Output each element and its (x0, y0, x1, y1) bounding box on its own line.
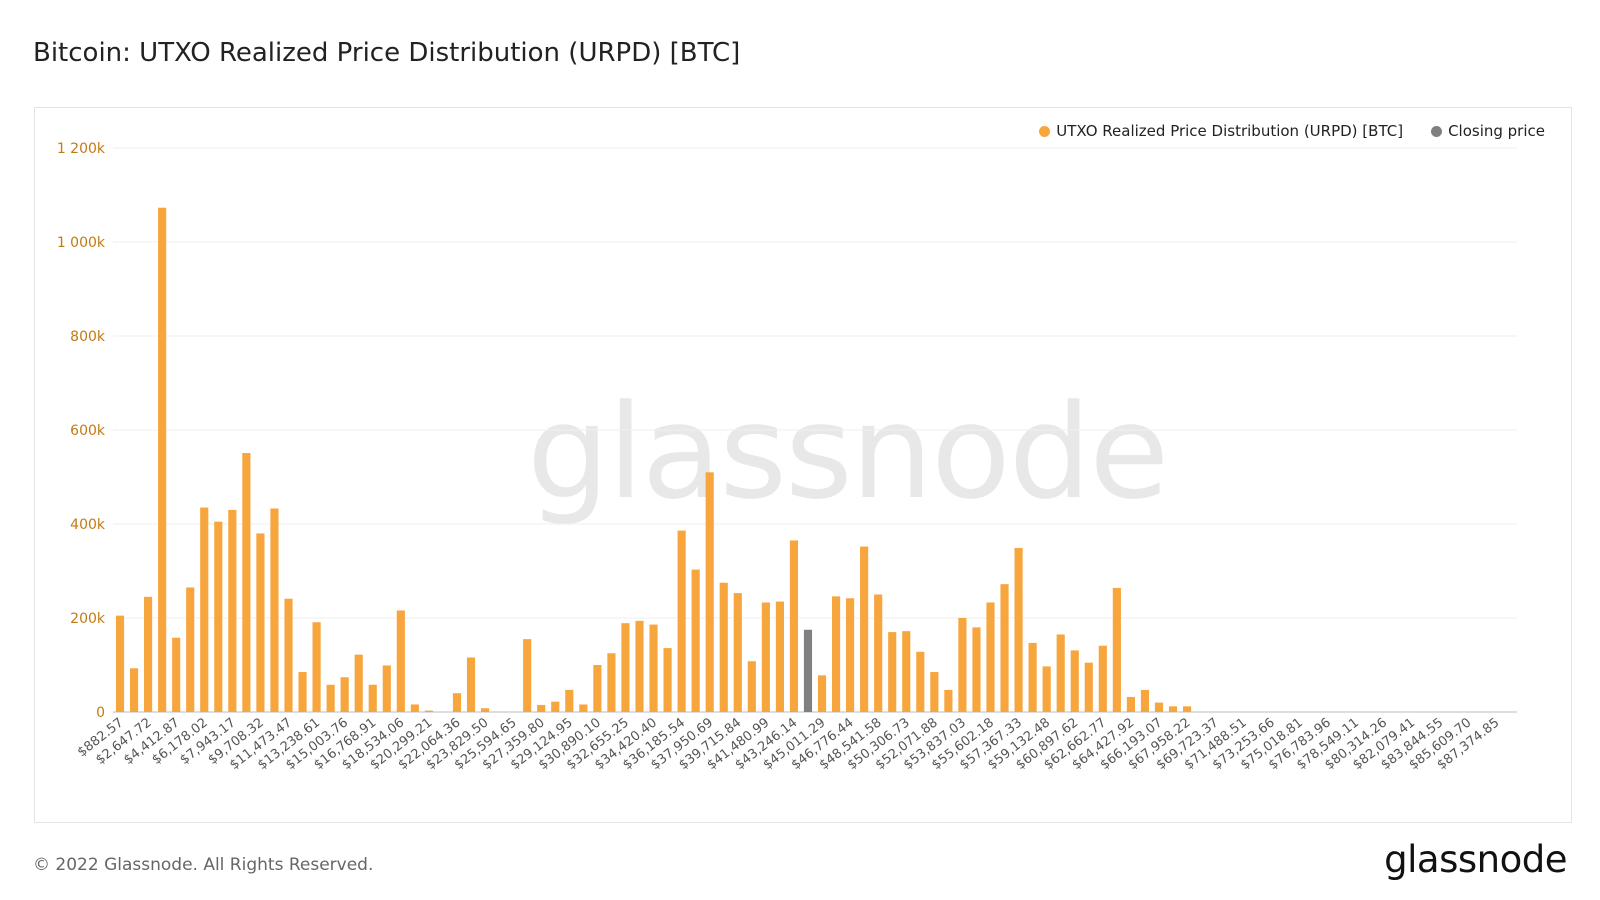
y-tick-label: 1 000k (57, 235, 106, 251)
urpd-bar[interactable] (831, 596, 841, 712)
y-tick-label: 800k (70, 329, 106, 345)
urpd-bar[interactable] (1070, 650, 1079, 712)
urpd-bar[interactable] (705, 472, 714, 712)
watermark: glassnode (527, 376, 1169, 528)
urpd-bar[interactable] (649, 624, 658, 712)
urpd-bar[interactable] (326, 684, 335, 712)
urpd-bar[interactable] (972, 627, 981, 712)
chart-title: Bitcoin: UTXO Realized Price Distributio… (33, 38, 741, 68)
y-tick-label: 400k (70, 517, 106, 533)
urpd-bar[interactable] (1042, 666, 1051, 712)
urpd-bar[interactable] (144, 596, 153, 712)
urpd-bar[interactable] (888, 632, 897, 712)
urpd-bar[interactable] (1112, 587, 1121, 712)
urpd-bar[interactable] (523, 639, 532, 712)
copyright: © 2022 Glassnode. All Rights Reserved. (33, 855, 374, 875)
urpd-bar[interactable] (775, 601, 784, 712)
urpd-bar[interactable] (902, 631, 911, 712)
legend: UTXO Realized Price Distribution (URPD) … (1039, 122, 1545, 140)
urpd-bar[interactable] (635, 620, 644, 712)
urpd-bar[interactable] (256, 533, 265, 712)
legend-label-closing: Closing price (1448, 122, 1545, 140)
urpd-bar[interactable] (986, 602, 995, 712)
urpd-bar[interactable] (1084, 662, 1093, 712)
y-tick-label: 200k (70, 611, 106, 627)
urpd-bar[interactable] (115, 615, 125, 712)
y-tick-label: 600k (70, 423, 106, 439)
chart-container: glassnode 0 200k 400k 600k 800k 1 000k 1 200k $… (34, 107, 1572, 823)
urpd-bar[interactable] (958, 618, 967, 712)
urpd-bar[interactable] (1168, 706, 1178, 712)
urpd-bar[interactable] (340, 677, 349, 712)
urpd-bar[interactable] (1000, 584, 1009, 712)
urpd-bar[interactable] (761, 602, 770, 712)
urpd-bar[interactable] (860, 546, 869, 712)
urpd-bar[interactable] (1014, 547, 1023, 712)
urpd-bar[interactable] (551, 701, 560, 712)
urpd-bar[interactable] (452, 693, 462, 712)
urpd-bar[interactable] (298, 672, 307, 712)
urpd-bar[interactable] (1056, 634, 1065, 712)
urpd-bar[interactable] (1098, 645, 1107, 712)
urpd-bar[interactable] (565, 689, 574, 712)
urpd-bar[interactable] (930, 672, 939, 712)
urpd-bar[interactable] (228, 509, 237, 712)
legend-dot-closing (1431, 125, 1443, 137)
legend-item-closing[interactable]: Closing price (1431, 122, 1545, 140)
urpd-bar[interactable] (368, 684, 377, 712)
urpd-bar[interactable] (1140, 689, 1150, 712)
urpd-bar[interactable] (354, 654, 363, 712)
urpd-bar[interactable] (466, 657, 476, 712)
urpd-bar[interactable] (1028, 642, 1037, 712)
urpd-bar[interactable] (1182, 706, 1192, 712)
y-tick-label: 0 (96, 705, 105, 721)
urpd-bar[interactable] (719, 582, 728, 712)
urpd-bar[interactable] (158, 207, 167, 712)
urpd-bar[interactable] (172, 637, 181, 712)
urpd-bar[interactable] (747, 661, 756, 712)
urpd-bar[interactable] (129, 668, 139, 712)
urpd-bar[interactable] (537, 704, 546, 712)
urpd-bar[interactable] (733, 593, 742, 712)
urpd-bar[interactable] (817, 675, 827, 712)
urpd-bar[interactable] (270, 508, 279, 712)
urpd-bar[interactable] (284, 598, 293, 712)
urpd-bar[interactable] (480, 708, 490, 712)
urpd-bar[interactable] (579, 704, 588, 712)
urpd-bar[interactable] (607, 653, 616, 712)
urpd-bar[interactable] (242, 453, 251, 712)
legend-dot-urpd (1039, 125, 1051, 137)
urpd-bar[interactable] (214, 521, 223, 712)
urpd-bar[interactable] (944, 689, 953, 712)
urpd-bar[interactable] (396, 610, 405, 712)
legend-item-urpd[interactable]: UTXO Realized Price Distribution (URPD) … (1039, 122, 1403, 140)
urpd-bar[interactable] (593, 665, 602, 712)
urpd-bar[interactable] (1126, 696, 1135, 712)
urpd-bar[interactable] (789, 540, 799, 712)
urpd-bar[interactable] (691, 569, 700, 712)
urpd-bar[interactable] (677, 530, 686, 712)
urpd-bar[interactable] (410, 704, 419, 712)
urpd-bar[interactable] (916, 651, 925, 712)
legend-label-urpd: UTXO Realized Price Distribution (URPD) … (1056, 122, 1404, 140)
urpd-bar[interactable] (200, 507, 209, 712)
urpd-bar[interactable] (663, 648, 672, 712)
urpd-bar[interactable] (846, 598, 855, 712)
urpd-bar[interactable] (312, 622, 321, 712)
urpd-bar[interactable] (621, 623, 630, 712)
closing-price-bar[interactable] (803, 629, 813, 712)
urpd-bar[interactable] (1154, 702, 1164, 712)
urpd-bar[interactable] (382, 665, 391, 712)
urpd-bar[interactable] (186, 587, 195, 712)
brand-logo: glassnode (1384, 838, 1567, 881)
urpd-bar[interactable] (874, 594, 883, 713)
urpd-bar[interactable] (424, 710, 433, 712)
y-tick-label: 1 200k (57, 141, 106, 157)
